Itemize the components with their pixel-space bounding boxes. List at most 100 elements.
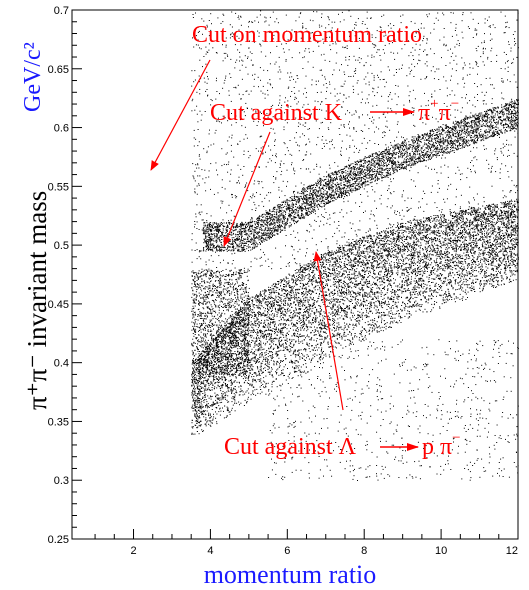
data-point [506, 204, 508, 206]
data-point [255, 332, 257, 333]
data-point [198, 391, 200, 393]
data-point [336, 338, 338, 340]
data-point [307, 344, 309, 346]
data-point [276, 311, 278, 313]
data-point [359, 261, 361, 263]
data-point [205, 357, 206, 358]
data-point [277, 361, 279, 363]
data-point [349, 285, 351, 287]
data-point [386, 236, 388, 238]
data-point [356, 254, 357, 256]
data-point [483, 253, 484, 255]
data-point [346, 284, 348, 286]
data-point [248, 350, 250, 352]
data-point [297, 292, 299, 294]
data-point [385, 328, 387, 330]
data-point [495, 238, 497, 240]
data-point [434, 243, 435, 245]
data-point [390, 313, 392, 314]
data-point [197, 360, 199, 361]
data-point [340, 307, 342, 309]
data-point [513, 225, 515, 227]
data-point [377, 312, 379, 314]
data-point [212, 348, 214, 350]
data-point [495, 206, 497, 207]
data-point [346, 306, 348, 308]
data-point [225, 347, 227, 349]
data-point [489, 220, 491, 222]
data-point [207, 405, 209, 407]
data-point [432, 266, 434, 268]
data-point [337, 300, 339, 302]
data-point [198, 433, 200, 435]
data-point [514, 241, 516, 243]
data-point [214, 368, 216, 370]
data-point [272, 354, 274, 355]
data-point [369, 245, 371, 247]
data-point [329, 299, 331, 301]
data-point [366, 268, 368, 270]
data-point [447, 255, 449, 257]
data-point [364, 244, 366, 246]
data-point [268, 367, 270, 369]
data-point [195, 379, 197, 381]
data-point [308, 290, 310, 292]
data-point [320, 267, 322, 269]
data-point [386, 256, 388, 258]
data-point [192, 378, 194, 380]
data-point [302, 317, 304, 319]
data-point [204, 395, 205, 396]
data-point [352, 337, 354, 339]
data-point [411, 247, 413, 249]
data-point [251, 302, 253, 304]
data-point [509, 279, 511, 281]
data-point [496, 212, 498, 214]
data-point [446, 266, 448, 268]
data-point [471, 211, 473, 213]
data-point [338, 271, 340, 273]
data-point [375, 296, 377, 298]
data-point [234, 323, 236, 325]
data-point [427, 246, 429, 248]
data-point [447, 232, 449, 234]
data-point [431, 309, 433, 311]
data-point [322, 283, 324, 285]
data-point [477, 229, 479, 231]
data-point [243, 319, 245, 321]
data-point [383, 287, 385, 288]
data-point [432, 241, 434, 243]
data-point [460, 245, 462, 247]
data-point [369, 282, 371, 284]
data-point [376, 280, 378, 282]
data-point [376, 331, 378, 333]
data-point [461, 273, 463, 275]
data-point [304, 323, 306, 325]
data-point [387, 285, 388, 287]
data-point [254, 351, 256, 352]
data-point [282, 383, 283, 385]
data-point [403, 260, 405, 262]
data-point [237, 322, 239, 324]
data-point [485, 213, 487, 215]
data-point [267, 363, 269, 365]
data-point [380, 270, 382, 272]
data-point [263, 342, 264, 344]
data-point [478, 214, 480, 216]
data-point [516, 211, 518, 213]
data-point [467, 279, 469, 281]
data-point [376, 249, 378, 251]
data-point [202, 382, 204, 384]
data-point [199, 398, 201, 400]
data-point [487, 259, 489, 261]
data-point [474, 210, 476, 212]
data-point [289, 317, 291, 318]
data-point [453, 250, 455, 252]
data-point [284, 323, 286, 325]
data-point [514, 264, 515, 266]
data-point [484, 241, 485, 243]
data-point [199, 399, 200, 401]
data-point [470, 221, 472, 223]
data-point [259, 308, 261, 310]
data-point [484, 243, 486, 245]
data-point [499, 227, 500, 229]
